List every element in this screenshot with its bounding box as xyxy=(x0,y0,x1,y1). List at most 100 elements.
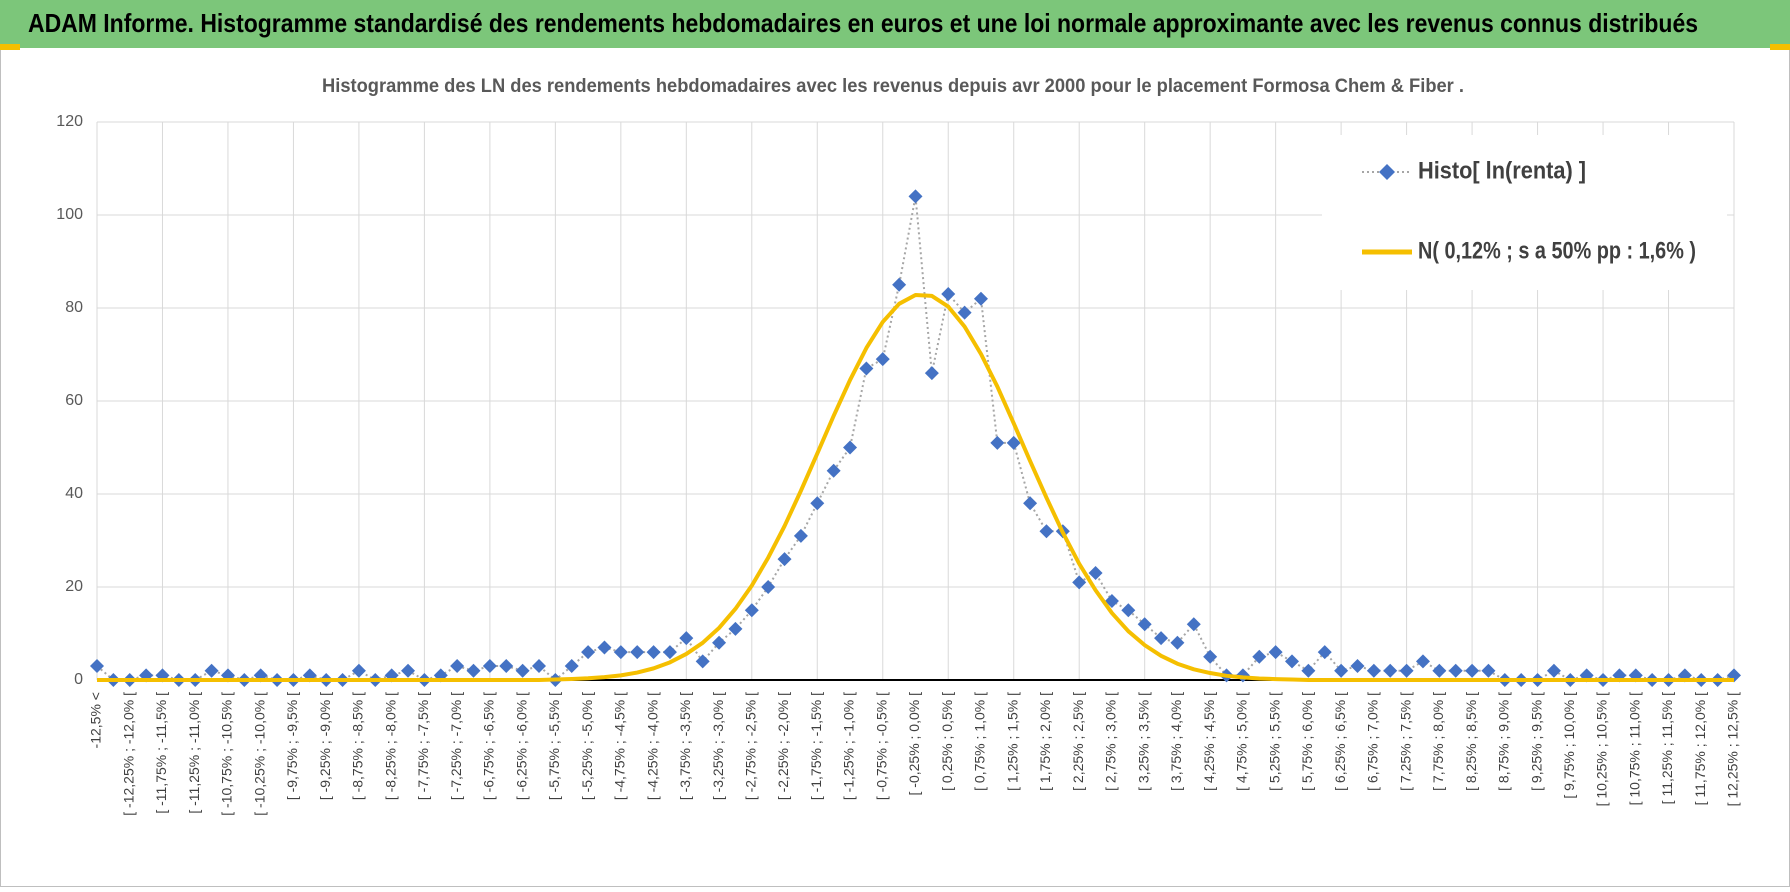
data-point xyxy=(908,189,923,204)
x-tick-label: [ 1,75% ; 2,0% [ xyxy=(1037,692,1053,791)
data-point xyxy=(613,645,628,660)
data-point xyxy=(941,287,956,302)
y-tick-label: 0 xyxy=(74,671,83,688)
x-tick-label: [ -7,25% ; -7,0% [ xyxy=(448,692,464,800)
data-point xyxy=(1023,496,1038,511)
x-tick-label: [ 4,25% ; 4,5% [ xyxy=(1201,692,1217,791)
x-tick-label: [ 5,25% ; 5,5% [ xyxy=(1266,692,1282,791)
x-tick-label: -12,5% < xyxy=(88,692,104,748)
y-tick-label: 100 xyxy=(56,206,83,223)
x-tick-label: [ -12,25% ; -12,0% [ xyxy=(120,692,136,816)
data-point xyxy=(1366,663,1381,678)
data-point xyxy=(1334,663,1349,678)
corner-accent xyxy=(1770,44,1790,50)
data-point xyxy=(515,663,530,678)
x-tick-label: [ -3,75% ; -3,5% [ xyxy=(677,692,693,800)
x-tick-label: [ 6,75% ; 7,0% [ xyxy=(1365,692,1381,791)
x-tick-label: [ -7,75% ; -7,5% [ xyxy=(415,692,431,800)
data-point xyxy=(859,361,874,376)
x-tick-label: [ -6,25% ; -6,0% [ xyxy=(513,692,529,800)
x-tick-label: [ -1,25% ; -1,0% [ xyxy=(841,692,857,800)
data-point xyxy=(1383,663,1398,678)
data-point xyxy=(646,645,661,660)
data-point xyxy=(679,631,694,646)
data-point xyxy=(712,635,727,650)
data-point xyxy=(581,645,596,660)
data-point xyxy=(482,659,497,674)
data-point xyxy=(1154,631,1169,646)
x-tick-label: [ 7,75% ; 8,0% [ xyxy=(1430,692,1446,791)
data-point xyxy=(810,496,825,511)
x-tick-label: [ 12,25% ; 12,5% [ xyxy=(1725,692,1741,807)
data-point xyxy=(1399,663,1414,678)
data-point xyxy=(1252,649,1267,664)
x-tick-label: [ -0,75% ; -0,5% [ xyxy=(873,692,889,800)
legend-label: Histo[ ln(renta) ] xyxy=(1418,157,1586,184)
data-point xyxy=(1415,654,1430,669)
x-tick-label: [ -0,25% ; 0,0% [ xyxy=(906,692,922,796)
data-point xyxy=(90,659,104,674)
data-point xyxy=(1285,654,1300,669)
data-point xyxy=(1301,663,1316,678)
data-point xyxy=(662,645,677,660)
y-tick-label: 120 xyxy=(56,113,83,130)
x-tick-label: [ 10,25% ; 10,5% [ xyxy=(1594,692,1610,807)
data-point xyxy=(499,659,514,674)
data-point xyxy=(744,603,759,618)
x-tick-label: [ 8,75% ; 9,0% [ xyxy=(1496,692,1512,791)
x-tick-label: [ 11,75% ; 12,0% [ xyxy=(1692,692,1708,805)
x-tick-label: [ 3,25% ; 3,5% [ xyxy=(1135,692,1151,791)
data-point xyxy=(826,463,841,478)
x-tick-label: [ -6,75% ; -6,5% [ xyxy=(481,692,497,800)
x-tick-label: [ -10,75% ; -10,5% [ xyxy=(219,692,235,816)
data-point xyxy=(531,659,546,674)
x-tick-label: [ -5,75% ; -5,5% [ xyxy=(546,692,562,800)
data-point xyxy=(957,305,972,320)
data-point xyxy=(1137,617,1152,632)
data-point xyxy=(1006,435,1021,450)
legend-swatch xyxy=(1379,164,1395,180)
x-tick-label: [ 0,75% ; 1,0% [ xyxy=(972,692,988,791)
data-point xyxy=(1121,603,1136,618)
data-point xyxy=(1481,663,1496,678)
data-point xyxy=(1186,617,1201,632)
data-point xyxy=(401,663,416,678)
data-point xyxy=(1432,663,1447,678)
x-tick-label: [ 4,75% ; 5,0% [ xyxy=(1234,692,1250,791)
corner-accent xyxy=(0,44,20,50)
data-point xyxy=(728,621,743,636)
x-tick-label: [ 2,75% ; 3,0% [ xyxy=(1103,692,1119,791)
data-point xyxy=(892,277,907,292)
y-tick-label: 60 xyxy=(65,392,83,409)
x-tick-label: [ -11,25% ; -11,0% [ xyxy=(186,692,202,814)
x-tick-label: [ 7,25% ; 7,5% [ xyxy=(1397,692,1413,791)
plot xyxy=(90,189,1741,687)
data-point xyxy=(1039,524,1054,539)
legend-label: N( 0,12% ; s a 50% pp : 1,6% ) xyxy=(1418,237,1696,264)
data-point xyxy=(1203,649,1218,664)
data-point xyxy=(1268,645,1283,660)
data-point xyxy=(1104,593,1119,608)
data-point xyxy=(1317,645,1332,660)
x-tick-label: [ -11,75% ; -11,5% [ xyxy=(153,692,169,814)
data-point xyxy=(597,640,612,655)
data-point xyxy=(1088,566,1103,581)
x-tick-label: [ -3,25% ; -3,0% [ xyxy=(710,692,726,800)
x-tick-label: [ 5,75% ; 6,0% [ xyxy=(1299,692,1315,791)
x-tick-label: [ -4,25% ; -4,0% [ xyxy=(644,692,660,800)
data-point xyxy=(1546,663,1561,678)
y-tick-label: 40 xyxy=(65,485,83,502)
data-point xyxy=(351,663,366,678)
data-point xyxy=(564,659,579,674)
x-tick-label: [ 11,25% ; 11,5% [ xyxy=(1659,692,1675,804)
data-point xyxy=(204,663,219,678)
data-point xyxy=(973,291,988,306)
x-tick-label: [ 9,25% ; 9,5% [ xyxy=(1528,692,1544,791)
x-tick-label: [ 2,25% ; 2,5% [ xyxy=(1070,692,1086,791)
header-bar xyxy=(0,0,1790,48)
data-point xyxy=(695,654,710,669)
x-tick-label: [ -9,25% ; -9,0% [ xyxy=(317,692,333,800)
data-point xyxy=(1465,663,1480,678)
